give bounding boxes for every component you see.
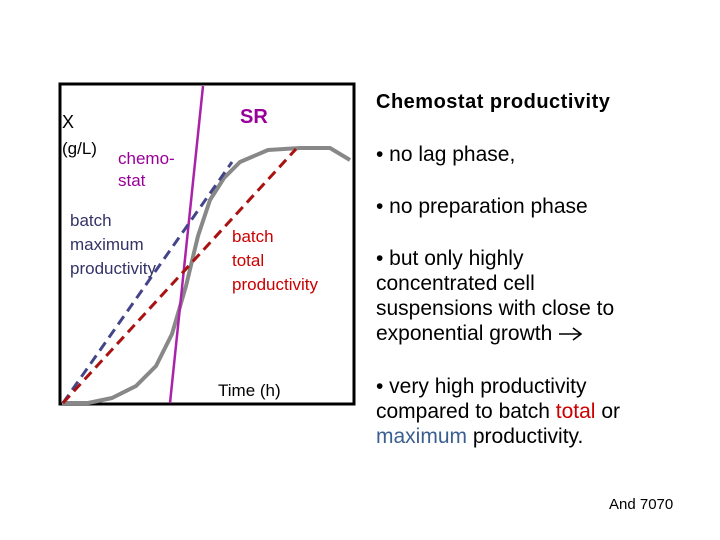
batch-max-label-line1: batch xyxy=(70,211,112,230)
bullet-3-line3: suspensions with close to xyxy=(376,297,615,320)
batch-total-label-line1: batch xyxy=(232,227,274,246)
bullet-no-preparation: • no preparation phase xyxy=(376,195,588,218)
bullet-4-line2-post: or xyxy=(595,400,620,423)
bullet-3-line2: concentrated cell xyxy=(376,272,535,295)
panel-title: Chemostat productivity xyxy=(376,91,611,113)
batch-max-label-line3: productivity xyxy=(70,259,156,278)
chemostat-label-line2: stat xyxy=(118,171,146,190)
bullet-4-total: total xyxy=(555,400,596,423)
sr-label: SR xyxy=(240,106,268,128)
plot-frame xyxy=(58,82,356,406)
right-arrow-icon xyxy=(559,327,583,342)
batch-total-line xyxy=(61,147,298,405)
bullet-3-line4: exponential growth xyxy=(376,321,584,346)
y-axis-unit: (g/L) xyxy=(62,139,97,158)
growth-curve xyxy=(62,146,352,405)
footer-credit: And 7070 xyxy=(609,496,674,513)
bullet-4-line1: • very high productivity xyxy=(376,375,587,398)
bullet-4-line2-pre: compared to batch xyxy=(376,400,556,423)
batch-total-label-line3: productivity xyxy=(232,275,318,294)
bullet-4-maximum: maximum xyxy=(376,425,468,448)
bullet-4-line2: compared to batch total or xyxy=(376,399,620,424)
bullet-3-line1: • but only highly xyxy=(376,247,524,270)
bullet-3-line4-text: exponential growth xyxy=(376,322,553,345)
y-axis-label: X xyxy=(62,112,75,132)
chemostat-line xyxy=(168,85,205,404)
batch-total-label-line2: total xyxy=(232,251,265,270)
bullet-no-lag: • no lag phase, xyxy=(376,143,516,166)
batch-max-line xyxy=(61,161,234,404)
batch-max-label-line2: maximum xyxy=(70,235,144,254)
bullet-4-line3-post: productivity. xyxy=(467,425,584,448)
chemostat-label-line1: chemo- xyxy=(118,149,175,168)
bullet-4-line3: maximum productivity. xyxy=(376,424,583,449)
x-axis-label: Time (h) xyxy=(218,381,281,400)
